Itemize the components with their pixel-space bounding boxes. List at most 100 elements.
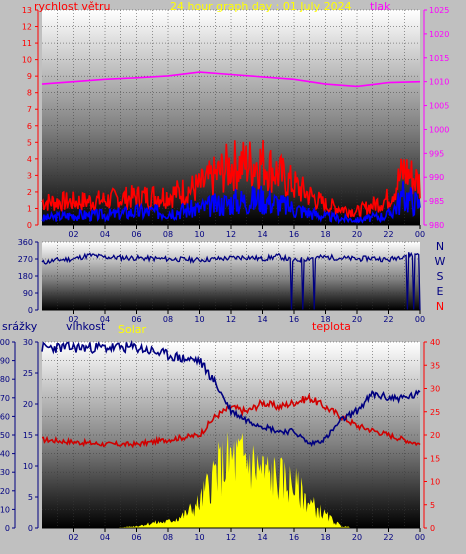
y-left-tick-label: 11 bbox=[22, 39, 32, 48]
humidity-tick-label: 70 bbox=[0, 394, 10, 403]
y-left-tick-label: 8 bbox=[27, 89, 32, 98]
x-tick-label: 00 bbox=[415, 230, 425, 239]
y-left-tick-label: 13 bbox=[22, 6, 32, 15]
y-left-tick-label: 5 bbox=[27, 138, 32, 147]
wind-direction-line bbox=[41, 251, 421, 311]
temperature-tick-label: 35 bbox=[430, 361, 440, 370]
y-right-tick-label: 995 bbox=[429, 149, 444, 158]
y-left-tick-label: 10 bbox=[22, 56, 32, 65]
x-tick-label: 22 bbox=[383, 230, 393, 239]
y-right-tick-label: 1000 bbox=[429, 125, 449, 134]
temperature-tick-label: 0 bbox=[430, 524, 435, 533]
y-left-tick-label: 1 bbox=[27, 204, 32, 213]
rain-tick-label: 30 bbox=[23, 338, 33, 347]
humidity-tick-label: 50 bbox=[0, 431, 10, 440]
y-left-tick-label: 4 bbox=[27, 155, 32, 164]
x-tick-label: 02 bbox=[68, 315, 78, 324]
humidity-axis-label: vlhkost bbox=[66, 320, 106, 333]
x-tick-label: 06 bbox=[131, 315, 141, 324]
temperature-tick-label: 25 bbox=[430, 408, 440, 417]
humidity-tick-label: 80 bbox=[0, 375, 10, 384]
wind-speed-axis-label: rychlost větru bbox=[34, 0, 111, 13]
y-right-tick-label: 1025 bbox=[429, 6, 449, 15]
x-tick-label: 08 bbox=[163, 533, 173, 542]
y-left-tick-label: 2 bbox=[27, 188, 32, 197]
rain-tick-label: 0 bbox=[28, 524, 33, 533]
rain-tick-label: 15 bbox=[23, 431, 33, 440]
x-tick-label: 00 bbox=[415, 533, 425, 542]
pressure-axis-label: tlak bbox=[370, 0, 391, 13]
humidity-tick-label: 40 bbox=[0, 450, 10, 459]
temperature-tick-label: 30 bbox=[430, 385, 440, 394]
x-tick-label: 10 bbox=[194, 230, 204, 239]
x-tick-label: 04 bbox=[100, 315, 110, 324]
y-left-tick-label: 0 bbox=[28, 306, 33, 315]
x-tick-label: 04 bbox=[100, 533, 110, 542]
rain-tick-label: 25 bbox=[23, 369, 33, 378]
temperature-tick-label: 5 bbox=[430, 501, 435, 510]
wind-gust-line bbox=[41, 140, 421, 220]
x-tick-label: 12 bbox=[226, 533, 236, 542]
x-tick-label: 18 bbox=[320, 230, 330, 239]
y-right-tick-label: 1010 bbox=[429, 78, 449, 87]
y-right-tick-label: 1005 bbox=[429, 102, 449, 111]
x-tick-label: 16 bbox=[289, 533, 299, 542]
x-tick-label: 14 bbox=[257, 533, 267, 542]
rain-tick-label: 20 bbox=[23, 400, 33, 409]
x-tick-label: 14 bbox=[257, 230, 267, 239]
y-left-tick-label: 6 bbox=[27, 122, 32, 131]
x-tick-label: 22 bbox=[383, 533, 393, 542]
x-tick-label: 16 bbox=[289, 315, 299, 324]
x-tick-label: 20 bbox=[352, 230, 362, 239]
x-tick-label: 02 bbox=[68, 230, 78, 239]
x-tick-label: 04 bbox=[100, 230, 110, 239]
humidity-tick-label: 20 bbox=[0, 487, 10, 496]
humidity-tick-label: 90 bbox=[0, 357, 10, 366]
temperature-tick-label: 20 bbox=[430, 431, 440, 440]
humidity-line bbox=[41, 339, 421, 448]
rain-axis-label: srážky bbox=[2, 320, 38, 333]
rain-tick-label: 10 bbox=[23, 462, 33, 471]
humidity-tick-label: 60 bbox=[0, 412, 10, 421]
y-left-tick-label: 3 bbox=[27, 171, 32, 180]
compass-label: S bbox=[437, 270, 444, 283]
compass-label: E bbox=[437, 285, 444, 298]
humidity-tick-label: 30 bbox=[0, 468, 10, 477]
compass-label: N bbox=[436, 300, 444, 313]
temperature-tick-label: 15 bbox=[430, 454, 440, 463]
humidity-tick-label: 100 bbox=[0, 338, 10, 347]
x-tick-label: 08 bbox=[163, 230, 173, 239]
solar-label: Solar bbox=[118, 323, 147, 336]
x-tick-label: 08 bbox=[163, 315, 173, 324]
wind-pressure-plot-area bbox=[42, 10, 420, 225]
y-left-tick-label: 0 bbox=[27, 221, 32, 230]
y-left-tick-label: 9 bbox=[27, 72, 32, 81]
y-right-tick-label: 980 bbox=[429, 221, 444, 230]
compass-label: W bbox=[435, 255, 446, 268]
y-right-tick-label: 1020 bbox=[429, 30, 449, 39]
y-left-tick-label: 12 bbox=[22, 23, 32, 32]
humidity-tick-label: 0 bbox=[5, 524, 10, 533]
chart-title: 24 hour graph day : 01 July 2024 bbox=[170, 0, 352, 13]
x-tick-label: 14 bbox=[257, 315, 267, 324]
rain-tick-label: 5 bbox=[28, 493, 33, 502]
y-right-tick-label: 990 bbox=[429, 173, 444, 182]
pressure-line bbox=[41, 71, 421, 88]
x-tick-label: 20 bbox=[352, 533, 362, 542]
x-tick-label: 10 bbox=[194, 315, 204, 324]
x-tick-label: 00 bbox=[415, 315, 425, 324]
x-tick-label: 06 bbox=[131, 230, 141, 239]
temperature-line bbox=[41, 392, 421, 449]
y-left-tick-label: 360 bbox=[18, 238, 33, 247]
y-left-tick-label: 90 bbox=[23, 289, 33, 298]
y-left-tick-label: 180 bbox=[18, 272, 33, 281]
compass-label: N bbox=[436, 240, 444, 253]
y-left-tick-label: 7 bbox=[27, 105, 32, 114]
solar-area bbox=[42, 431, 420, 528]
temperature-tick-label: 40 bbox=[430, 338, 440, 347]
x-tick-label: 02 bbox=[68, 533, 78, 542]
humidity-tick-label: 10 bbox=[0, 505, 10, 514]
x-tick-label: 20 bbox=[352, 315, 362, 324]
x-tick-label: 10 bbox=[194, 533, 204, 542]
